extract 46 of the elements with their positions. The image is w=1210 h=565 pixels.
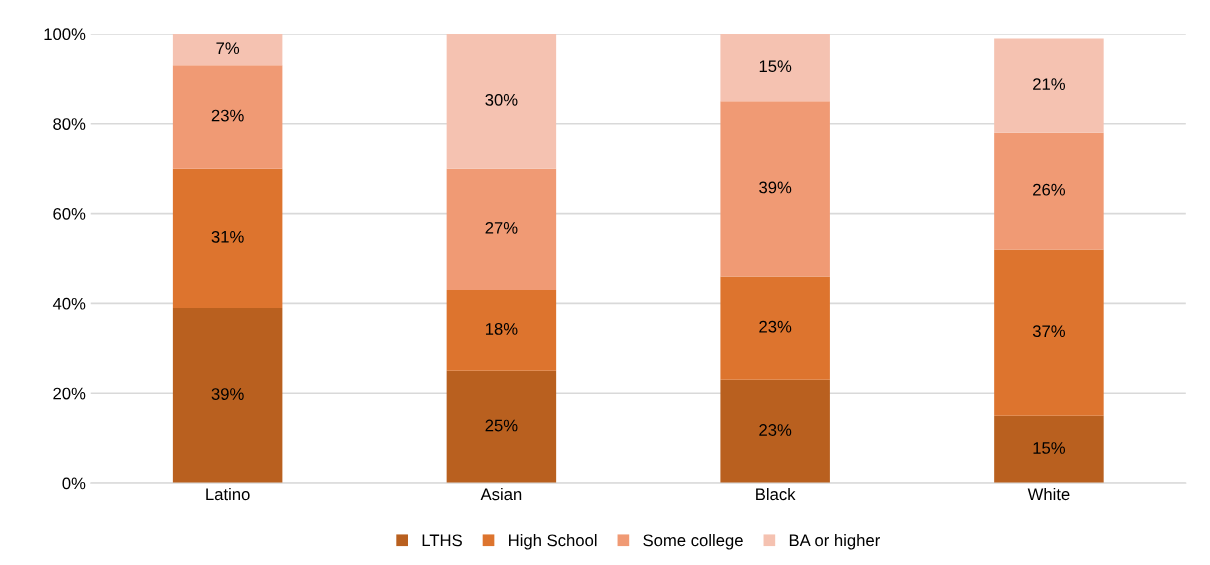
bar [172,33,283,66]
data-label: 18% [485,323,518,335]
data-label: 39% [211,388,244,400]
bar [720,101,830,277]
y-tick-label: 80% [53,118,86,130]
x-tick-label: Asian [480,487,522,501]
bar [172,65,283,169]
bar [720,276,830,380]
x-tick-label: White [1027,487,1070,501]
data-label: 30% [485,93,518,106]
data-label: 15% [759,60,792,73]
data-label: 23% [759,320,792,333]
legend-label: Some college [643,534,743,550]
data-label: 23% [759,424,792,436]
bar [446,370,557,484]
legend-label: BA or higher [789,534,880,550]
data-label: 21% [1033,78,1066,90]
bar [172,168,283,308]
y-tick-label: 0% [62,477,86,490]
bar [994,415,1104,484]
bar [720,379,830,484]
x-tick-label: Latino [206,487,250,501]
data-label: 26% [1033,183,1066,196]
data-label: 37% [1032,325,1066,338]
data-label: 39% [759,181,792,194]
bar [994,249,1104,416]
bar [446,289,557,371]
data-label: 27% [485,221,518,234]
legend-label: LTHS [422,534,462,547]
bar [446,168,557,290]
data-label: 7% [216,42,240,55]
x-tick-label: Black [756,487,796,501]
bar [720,33,830,102]
legend-label: High School [509,534,597,550]
data-label: 31% [211,230,244,243]
bar [994,132,1104,250]
y-tick-label: 40% [52,297,86,310]
data-label: 25% [485,419,518,432]
data-label: 23% [211,109,244,122]
data-label: 15% [1033,442,1066,454]
y-tick-label: 100% [44,28,86,41]
y-tick-label: 60% [53,207,86,220]
bar [172,307,283,484]
bar [994,38,1104,133]
bar [446,33,557,169]
y-tick-label: 20% [53,387,86,400]
